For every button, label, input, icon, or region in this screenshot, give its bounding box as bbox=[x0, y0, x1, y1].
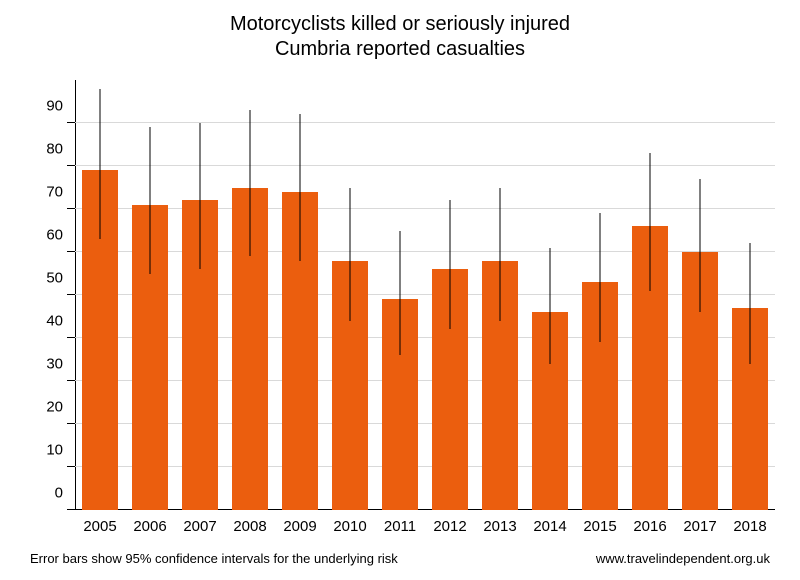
y-tick bbox=[67, 165, 75, 166]
error-bar bbox=[300, 114, 301, 260]
bar-slot bbox=[275, 80, 325, 510]
bar-slot bbox=[425, 80, 475, 510]
y-tick bbox=[67, 509, 75, 510]
bar-slot bbox=[475, 80, 525, 510]
bar-slot bbox=[75, 80, 125, 510]
y-tick-label: 30 bbox=[46, 356, 63, 373]
error-bar bbox=[750, 243, 751, 363]
x-tick-label: 2007 bbox=[183, 518, 216, 535]
bars-layer bbox=[75, 80, 775, 510]
y-tick-label: 20 bbox=[46, 399, 63, 416]
plot-area: 0102030405060708090200520062007200820092… bbox=[75, 80, 775, 510]
x-tick-label: 2017 bbox=[683, 518, 716, 535]
chart-title: Motorcyclists killed or seriously injure… bbox=[0, 12, 800, 62]
y-tick-label: 40 bbox=[46, 313, 63, 330]
error-bar bbox=[400, 231, 401, 356]
error-bar bbox=[100, 89, 101, 240]
bar-slot bbox=[175, 80, 225, 510]
y-tick bbox=[67, 251, 75, 252]
x-tick-label: 2009 bbox=[283, 518, 316, 535]
error-bar bbox=[450, 200, 451, 329]
bar-slot bbox=[625, 80, 675, 510]
y-tick-label: 60 bbox=[46, 227, 63, 244]
bar-slot bbox=[225, 80, 275, 510]
y-tick-label: 80 bbox=[46, 141, 63, 158]
error-bar bbox=[200, 123, 201, 269]
footer-note-left: Error bars show 95% confidence intervals… bbox=[30, 551, 398, 566]
y-tick-label: 90 bbox=[46, 98, 63, 115]
chart-title-line2: Cumbria reported casualties bbox=[0, 37, 800, 62]
y-tick bbox=[67, 423, 75, 424]
bar-slot bbox=[125, 80, 175, 510]
x-tick-label: 2014 bbox=[533, 518, 566, 535]
bar-slot bbox=[375, 80, 425, 510]
chart-container: Motorcyclists killed or seriously injure… bbox=[0, 0, 800, 580]
footer-note-right: www.travelindependent.org.uk bbox=[596, 551, 770, 566]
x-tick-label: 2015 bbox=[583, 518, 616, 535]
error-bar bbox=[150, 127, 151, 273]
x-tick-label: 2008 bbox=[233, 518, 266, 535]
y-tick-label: 0 bbox=[55, 485, 63, 502]
x-tick-label: 2016 bbox=[633, 518, 666, 535]
error-bar bbox=[550, 248, 551, 364]
y-tick bbox=[67, 466, 75, 467]
error-bar bbox=[350, 188, 351, 321]
error-bar bbox=[250, 110, 251, 256]
x-tick-label: 2005 bbox=[83, 518, 116, 535]
y-tick-label: 10 bbox=[46, 442, 63, 459]
x-tick-label: 2013 bbox=[483, 518, 516, 535]
y-tick bbox=[67, 380, 75, 381]
x-tick-label: 2010 bbox=[333, 518, 366, 535]
error-bar bbox=[700, 179, 701, 312]
bar-slot bbox=[725, 80, 775, 510]
bar-slot bbox=[575, 80, 625, 510]
y-tick bbox=[67, 208, 75, 209]
y-tick bbox=[67, 122, 75, 123]
bar-slot bbox=[675, 80, 725, 510]
error-bar bbox=[600, 213, 601, 342]
x-tick-label: 2018 bbox=[733, 518, 766, 535]
bar-slot bbox=[325, 80, 375, 510]
error-bar bbox=[650, 153, 651, 291]
x-tick-label: 2006 bbox=[133, 518, 166, 535]
footer: Error bars show 95% confidence intervals… bbox=[30, 551, 770, 566]
bar-slot bbox=[525, 80, 575, 510]
y-tick bbox=[67, 337, 75, 338]
y-tick-label: 50 bbox=[46, 270, 63, 287]
chart-title-line1: Motorcyclists killed or seriously injure… bbox=[230, 13, 570, 35]
x-tick-label: 2011 bbox=[384, 518, 416, 535]
y-tick-label: 70 bbox=[46, 184, 63, 201]
y-tick bbox=[67, 294, 75, 295]
x-tick-label: 2012 bbox=[433, 518, 466, 535]
error-bar bbox=[500, 188, 501, 321]
